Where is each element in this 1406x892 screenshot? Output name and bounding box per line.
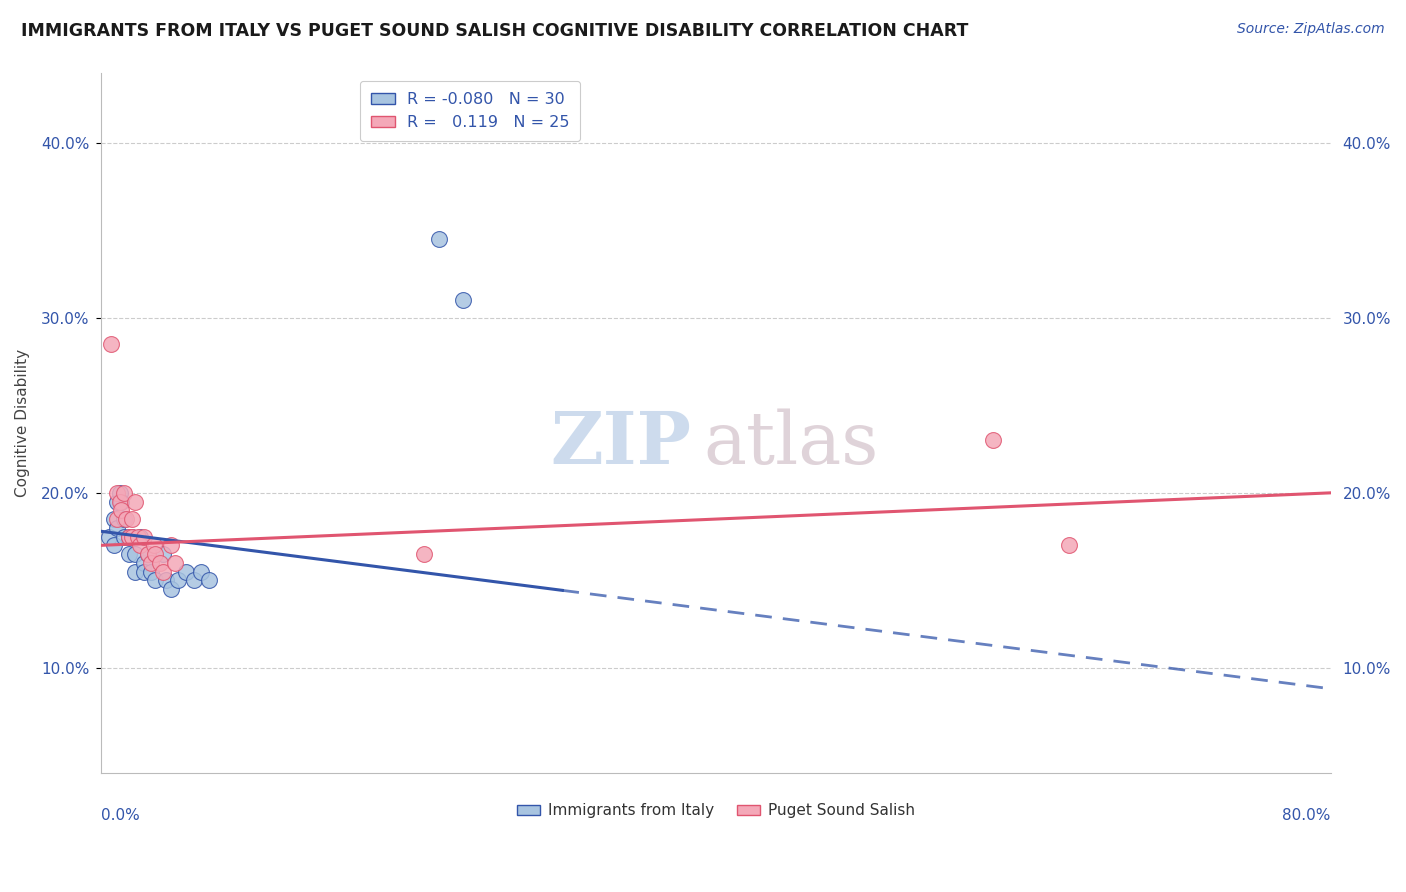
- Point: [128, 538, 150, 552]
- Point: [174, 565, 197, 579]
- Point: [110, 503, 132, 517]
- Point: [98, 530, 121, 544]
- Point: [139, 556, 162, 570]
- Point: [105, 486, 128, 500]
- Point: [1059, 538, 1081, 552]
- Point: [142, 538, 165, 552]
- Point: [413, 547, 436, 561]
- Point: [152, 565, 174, 579]
- Point: [143, 547, 166, 561]
- Text: atlas: atlas: [704, 409, 879, 479]
- Point: [451, 293, 474, 308]
- Point: [167, 574, 190, 588]
- Text: 0.0%: 0.0%: [101, 808, 141, 822]
- Point: [118, 547, 141, 561]
- Point: [127, 530, 149, 544]
- Legend: Immigrants from Italy, Puget Sound Salish: Immigrants from Italy, Puget Sound Salis…: [512, 797, 921, 824]
- Point: [121, 530, 143, 544]
- Point: [124, 547, 146, 561]
- Point: [124, 494, 146, 508]
- Point: [118, 530, 141, 544]
- Point: [165, 556, 187, 570]
- Point: [121, 512, 143, 526]
- Point: [115, 512, 138, 526]
- Point: [134, 565, 156, 579]
- Point: [981, 434, 1004, 448]
- Point: [105, 512, 128, 526]
- Point: [136, 547, 159, 561]
- Point: [429, 232, 451, 246]
- Point: [103, 512, 125, 526]
- Point: [108, 486, 131, 500]
- Point: [100, 337, 122, 351]
- Point: [124, 565, 146, 579]
- Point: [198, 574, 221, 588]
- Point: [159, 582, 181, 596]
- Text: ZIP: ZIP: [551, 409, 692, 479]
- Point: [190, 565, 212, 579]
- Point: [134, 530, 156, 544]
- Point: [105, 521, 128, 535]
- Point: [128, 530, 150, 544]
- Point: [110, 494, 132, 508]
- Point: [159, 538, 181, 552]
- Point: [103, 538, 125, 552]
- Y-axis label: Cognitive Disability: Cognitive Disability: [15, 349, 30, 497]
- Point: [152, 547, 174, 561]
- Point: [136, 547, 159, 561]
- Point: [114, 530, 136, 544]
- Point: [183, 574, 205, 588]
- Point: [114, 486, 136, 500]
- Point: [121, 530, 143, 544]
- Text: 80.0%: 80.0%: [1282, 808, 1330, 822]
- Point: [155, 574, 177, 588]
- Point: [149, 556, 172, 570]
- Text: IMMIGRANTS FROM ITALY VS PUGET SOUND SALISH COGNITIVE DISABILITY CORRELATION CHA: IMMIGRANTS FROM ITALY VS PUGET SOUND SAL…: [21, 22, 969, 40]
- Point: [118, 530, 141, 544]
- Point: [134, 556, 156, 570]
- Point: [139, 565, 162, 579]
- Point: [114, 512, 136, 526]
- Point: [108, 494, 131, 508]
- Point: [105, 494, 128, 508]
- Text: Source: ZipAtlas.com: Source: ZipAtlas.com: [1237, 22, 1385, 37]
- Point: [143, 574, 166, 588]
